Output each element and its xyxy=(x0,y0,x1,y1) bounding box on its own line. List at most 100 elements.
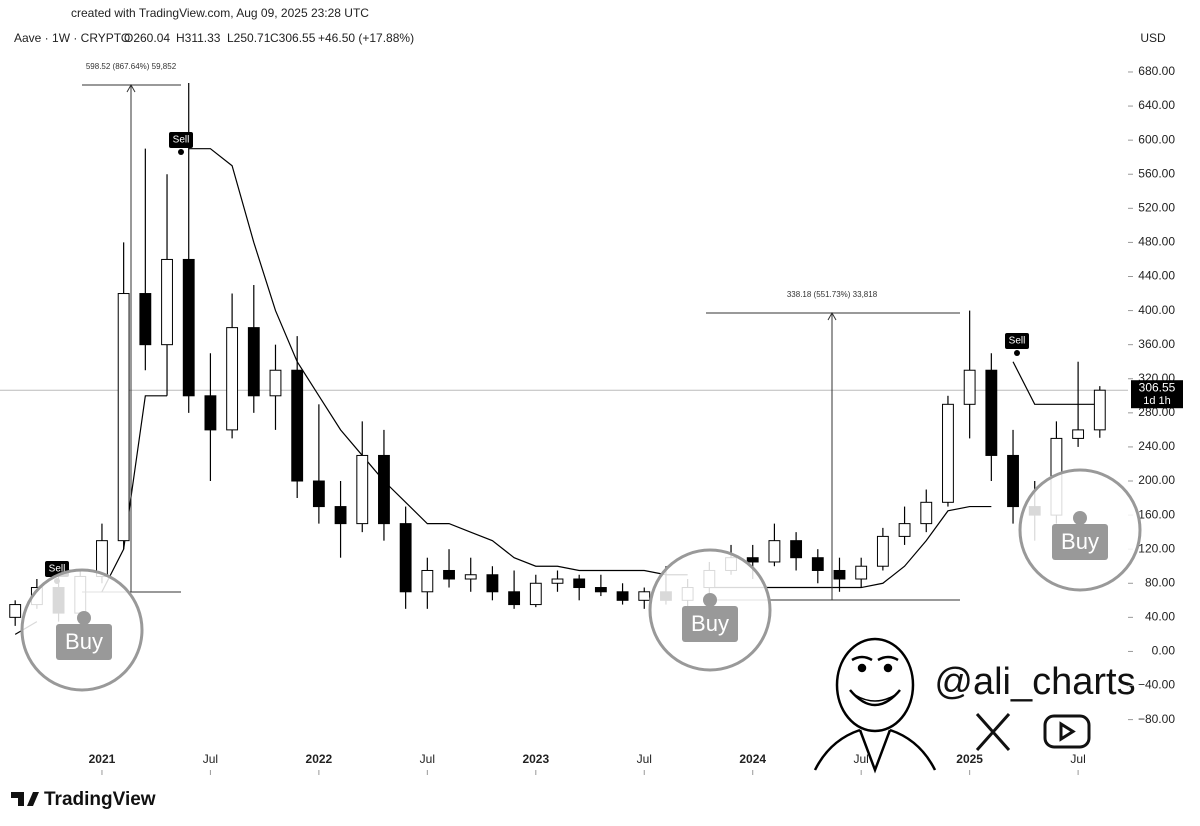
x-tick-label: 2024 xyxy=(739,752,766,766)
candle-body xyxy=(920,501,933,525)
candle-body xyxy=(551,578,564,584)
buy-label: Buy xyxy=(65,629,103,654)
ohlc-open: O260.04 xyxy=(124,31,170,45)
candle-body xyxy=(226,327,239,431)
candle-body xyxy=(963,369,976,405)
candle-body xyxy=(117,293,130,542)
currency: USD xyxy=(1140,31,1166,45)
buy-label: Buy xyxy=(691,611,729,636)
candle-body xyxy=(876,535,889,567)
countdown: 1d 1h xyxy=(1143,395,1171,407)
candle-body xyxy=(378,454,390,525)
candle-body xyxy=(898,523,911,537)
sell-label: Sell xyxy=(49,564,66,575)
y-tick-label: 80.00 xyxy=(1145,575,1175,589)
candle-body xyxy=(942,403,954,503)
candle-body xyxy=(291,369,304,482)
sell-label: Sell xyxy=(1009,336,1026,347)
last-price-label: 306.55 xyxy=(1139,380,1176,394)
last-price-tag xyxy=(1131,380,1183,409)
ohlc-close: C306.55 xyxy=(270,31,316,45)
candle-body xyxy=(334,506,347,525)
supertrend-line xyxy=(101,395,168,593)
x-tick-label: Jul xyxy=(637,752,652,766)
x-tick-label: 2025 xyxy=(956,752,983,766)
candle-body xyxy=(855,565,868,580)
x-logo xyxy=(975,713,1011,751)
candle-body xyxy=(1093,389,1106,431)
x-tick-label: Jul xyxy=(854,752,869,766)
x-tick-label: 2023 xyxy=(522,752,549,766)
candle-body xyxy=(833,569,846,580)
candle-body xyxy=(638,591,651,601)
y-tick-label: 240.00 xyxy=(1138,439,1175,453)
created-note: created with TradingView.com, Aug 09, 20… xyxy=(71,6,369,20)
sell-dot xyxy=(1014,350,1020,356)
measure-label: 598.52 (867.64%) 59,852 xyxy=(86,62,177,71)
x-tick-label: 2022 xyxy=(306,752,333,766)
candle-body xyxy=(182,258,195,397)
candle-body xyxy=(204,395,217,431)
y-tick-label: 280.00 xyxy=(1138,405,1175,419)
y-tick-label: −80.00 xyxy=(1138,712,1175,726)
ohlc-high: H311.33 xyxy=(176,31,221,45)
candle-body xyxy=(594,587,607,593)
sell-label: Sell xyxy=(173,135,190,146)
x-tick-label: 2021 xyxy=(89,752,116,766)
y-tick-label: 400.00 xyxy=(1138,303,1175,317)
x-tick-label: Jul xyxy=(420,752,435,766)
candle-body xyxy=(529,582,542,606)
symbol: Aave · 1W · CRYPTO xyxy=(14,31,130,45)
candle-body xyxy=(312,480,325,508)
buy-marker xyxy=(682,606,738,642)
buy-dot xyxy=(703,593,717,607)
x-tick-label: Jul xyxy=(1070,752,1085,766)
y-tick-label: 640.00 xyxy=(1138,98,1175,112)
candle-body xyxy=(616,591,629,601)
y-tick-label: 160.00 xyxy=(1138,507,1175,521)
y-tick-label: 0.00 xyxy=(1152,644,1176,658)
brand-name: TradingView xyxy=(44,789,156,810)
ohlc-change: +46.50 (+17.88%) xyxy=(318,31,414,45)
candle-body xyxy=(161,258,173,346)
y-tick-label: 360.00 xyxy=(1138,337,1175,351)
candle-body xyxy=(573,578,586,589)
buy-marker xyxy=(56,624,112,660)
candle-body xyxy=(508,591,521,606)
buy-dot xyxy=(77,611,91,625)
candle-body xyxy=(356,454,369,525)
y-tick-label: 680.00 xyxy=(1138,64,1175,78)
candle-body xyxy=(1007,454,1019,508)
avatar xyxy=(813,637,937,774)
candle-body xyxy=(486,574,499,593)
candle-body xyxy=(811,557,824,571)
y-tick-label: 600.00 xyxy=(1138,132,1175,146)
sell-marker xyxy=(1005,333,1029,349)
candle-body xyxy=(269,369,282,397)
handle: @ali_charts xyxy=(934,661,1135,703)
candle-body xyxy=(443,569,455,580)
y-tick-label: −40.00 xyxy=(1138,678,1175,692)
supertrend-line xyxy=(1012,361,1100,405)
sell-marker xyxy=(169,132,193,148)
measure-label: 338.18 (551.73%) 33,818 xyxy=(787,290,878,299)
candle-body xyxy=(9,604,22,618)
brand: TradingView xyxy=(11,789,156,810)
ohlc-low: L250.71 xyxy=(227,31,271,45)
candle-body xyxy=(746,557,759,563)
candle-body xyxy=(399,523,412,593)
y-tick-label: 560.00 xyxy=(1138,166,1175,180)
candle-body xyxy=(790,540,803,559)
sell-dot xyxy=(178,149,184,155)
youtube-logo xyxy=(1043,714,1091,749)
candle-body xyxy=(768,540,781,563)
y-tick-label: 440.00 xyxy=(1138,269,1175,283)
buy-marker xyxy=(1052,524,1108,560)
candle-body xyxy=(1072,429,1085,439)
candle-body xyxy=(985,369,998,456)
supertrend-line xyxy=(188,148,688,576)
y-tick-label: 200.00 xyxy=(1138,473,1175,487)
candle-body xyxy=(139,293,152,346)
